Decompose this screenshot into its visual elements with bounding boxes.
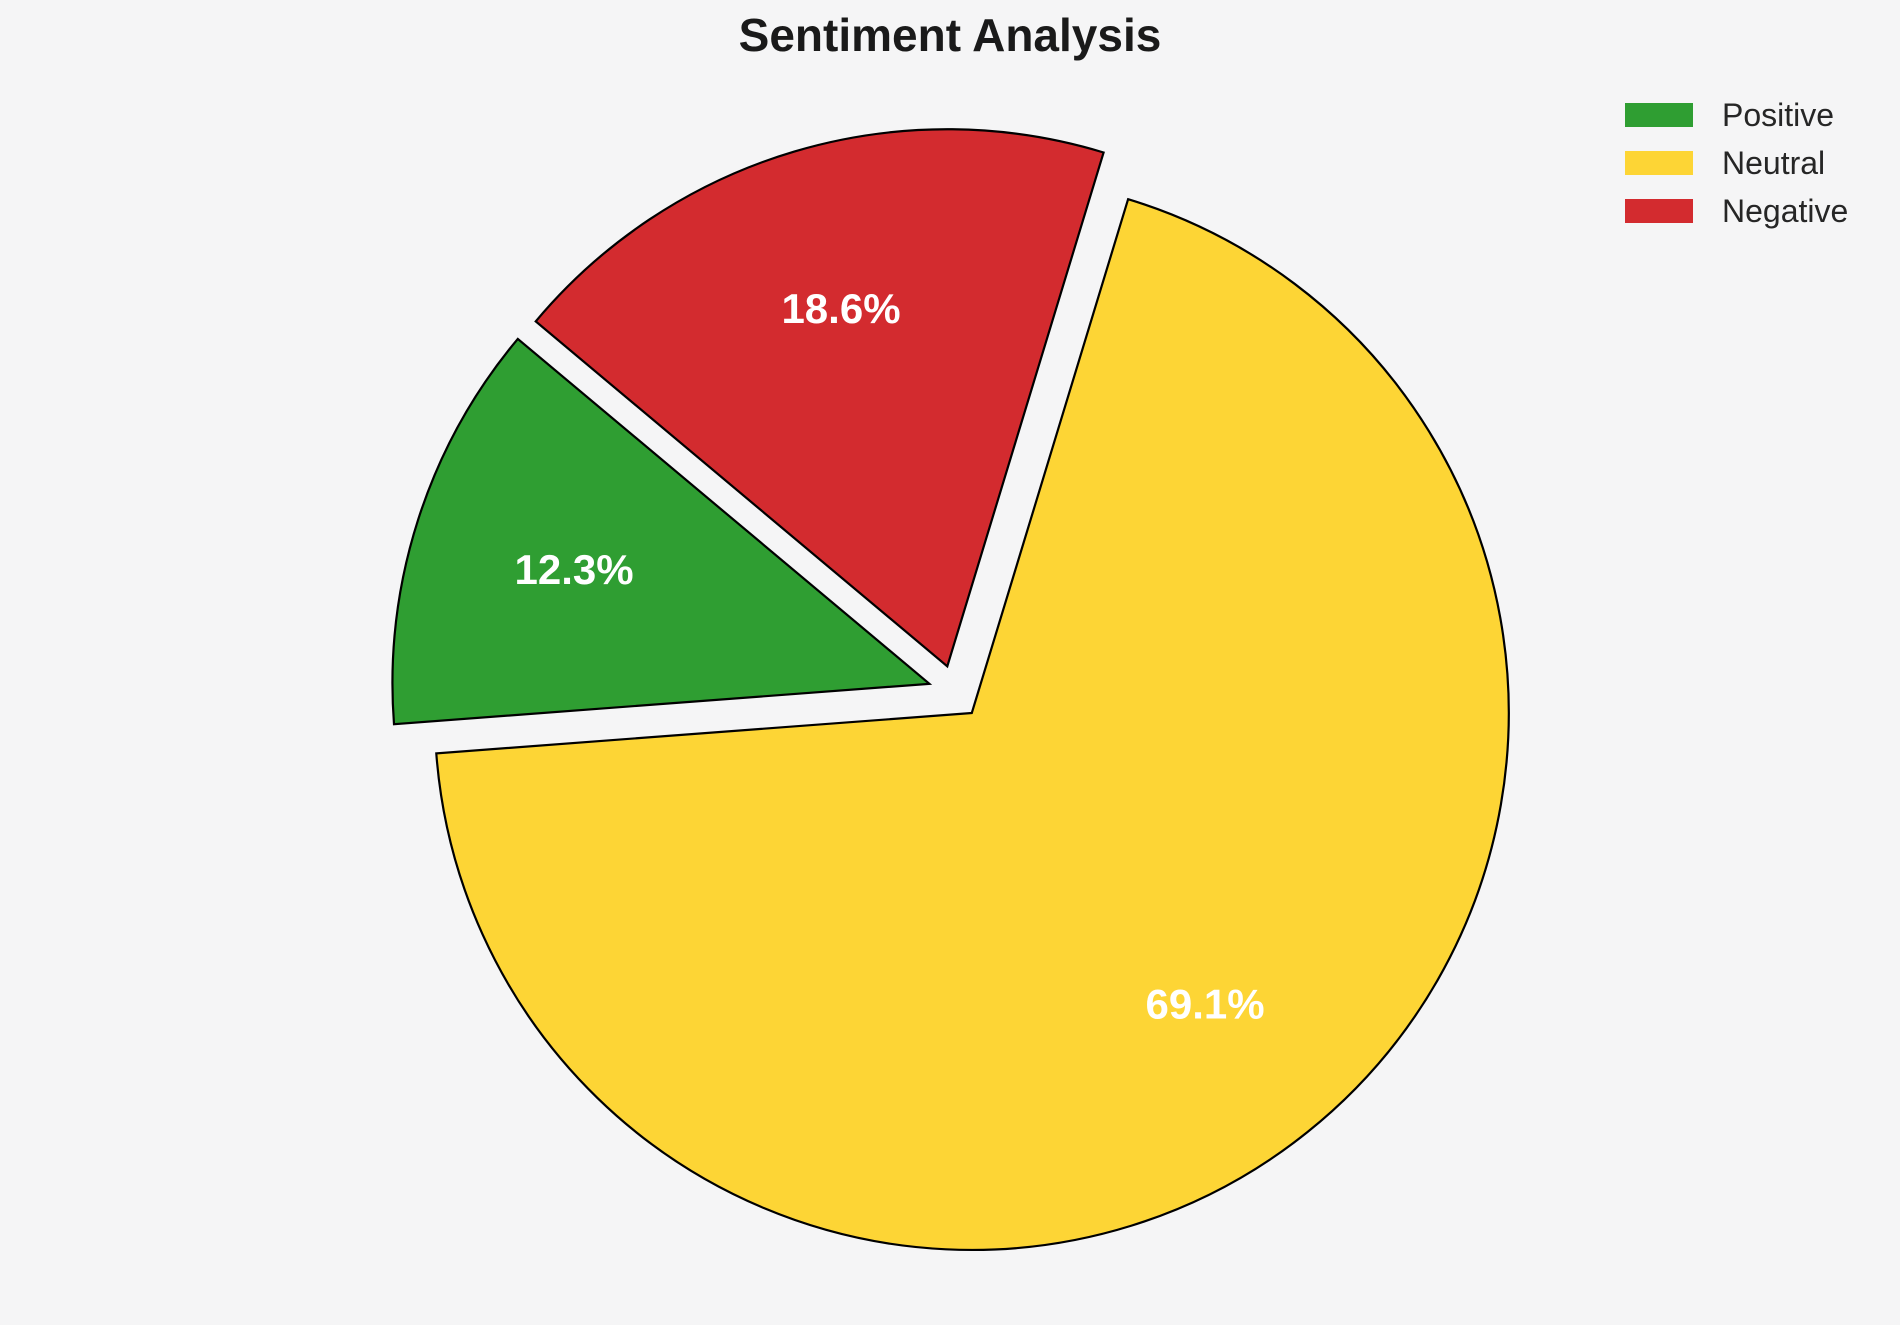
- legend-swatch-positive-icon: [1625, 103, 1693, 127]
- legend-label-positive: Positive: [1722, 97, 1835, 133]
- legend-label-neutral: Neutral: [1722, 145, 1826, 181]
- pie-slice-positive: [391, 337, 933, 726]
- pct-label-negative: 18.6%: [781, 285, 900, 332]
- pct-label-neutral: 69.1%: [1146, 981, 1265, 1028]
- chart-title: Sentiment Analysis: [738, 9, 1162, 61]
- legend-label-negative: Negative: [1722, 193, 1849, 229]
- pie-slice-negative: [534, 128, 1105, 669]
- legend-row-positive: Positive: [1625, 91, 1848, 139]
- pie-slice-neutral: [435, 197, 1510, 1252]
- legend-row-neutral: Neutral: [1625, 139, 1848, 187]
- pct-label-positive: 12.3%: [515, 546, 634, 593]
- legend: Positive Neutral Negative: [1625, 91, 1848, 235]
- legend-swatch-negative-icon: [1625, 199, 1693, 223]
- legend-swatch-neutral-icon: [1625, 151, 1693, 175]
- legend-row-negative: Negative: [1625, 187, 1848, 235]
